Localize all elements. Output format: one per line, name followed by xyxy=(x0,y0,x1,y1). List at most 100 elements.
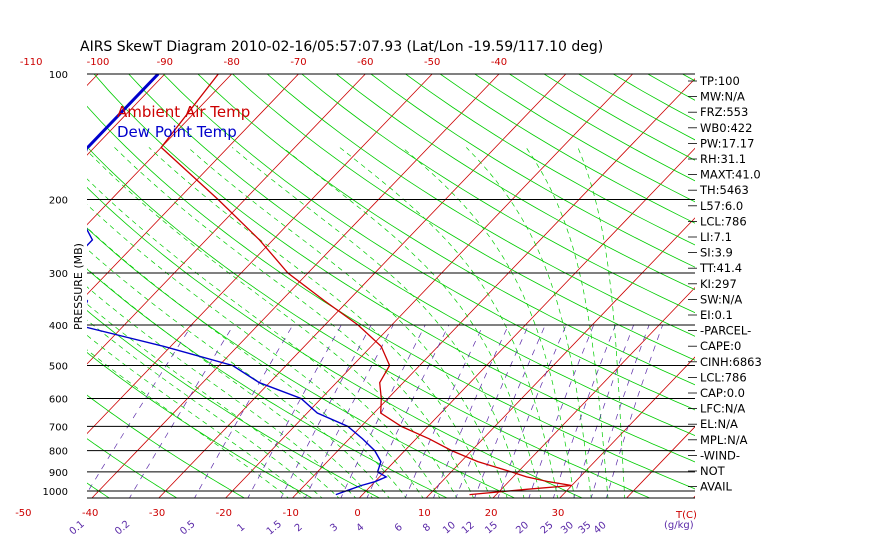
mixing-ratio-line xyxy=(366,324,450,498)
moist-adiabat-line xyxy=(466,147,592,498)
top-temp-tick-label: -50 xyxy=(424,57,440,68)
mixing-ratio-line xyxy=(497,324,567,498)
mixing-ratio-line xyxy=(455,324,529,498)
moist-adiabat-line xyxy=(577,147,626,498)
top-temp-tick-label: -60 xyxy=(357,57,373,68)
pressure-tick-label: 700 xyxy=(49,422,68,433)
top-temp-tick-label: -110 xyxy=(20,57,43,68)
temperature-axis-unit: T(C) xyxy=(675,510,697,521)
dry-adiabat-line xyxy=(87,227,516,498)
mixing-ratio-tick-label: 4 xyxy=(355,522,367,535)
mixing-ratio-line xyxy=(404,324,484,498)
isotherm-line xyxy=(358,147,695,498)
dry-adiabat-line xyxy=(266,74,695,337)
mixing-ratio-line xyxy=(340,324,426,498)
pressure-tick-label: 900 xyxy=(49,468,68,479)
ambient-air-temp-line xyxy=(160,74,572,496)
index-item: CAPE:0 xyxy=(700,339,741,353)
bottom-temp-tick-labels: -50 -40 -30 -20 -10 0 10 20 30 xyxy=(15,508,564,519)
index-item: NOT xyxy=(700,464,726,478)
mixing-ratio-tick-label: 30 xyxy=(559,520,576,537)
moist-adiabat-line xyxy=(148,147,491,498)
mixing-ratio-line xyxy=(247,324,342,498)
isotherm-line xyxy=(626,426,695,498)
isotherm-line xyxy=(91,74,500,498)
mixing-ratio-tick-label: 1 xyxy=(235,522,247,535)
moist-adiabat-line xyxy=(87,349,289,498)
dew-point-temp-line xyxy=(87,74,388,496)
pressure-tick-label: 600 xyxy=(49,394,68,405)
index-item: MAXT:41.0 xyxy=(700,168,761,182)
dry-adiabat-line xyxy=(336,74,695,291)
moist-adiabat-line xyxy=(282,147,542,498)
isotherm-line xyxy=(425,217,695,498)
dry-adiabat-line xyxy=(87,309,381,498)
top-temp-tick-label: -70 xyxy=(290,57,306,68)
isotherm-line xyxy=(158,74,567,498)
bottom-temp-tick-label: 10 xyxy=(418,508,431,519)
mixing-ratio-tick-label: 10 xyxy=(441,520,458,537)
dry-adiabat-line xyxy=(87,394,246,498)
mixing-ratio-tick-label: 8 xyxy=(421,522,433,535)
mixing-ratio-line xyxy=(304,324,394,498)
index-item: TT:41.4 xyxy=(699,261,742,275)
isobar-lines xyxy=(87,73,695,499)
dry-adiabat-line xyxy=(87,146,651,498)
isotherm-line xyxy=(87,74,433,435)
mixing-ratio-tick-label: 0.2 xyxy=(113,519,132,538)
moist-adiabat-line xyxy=(401,147,575,498)
index-item: PW:17.17 xyxy=(700,136,754,150)
mixing-ratio-line xyxy=(129,324,234,498)
dry-adiabat-line xyxy=(474,74,695,203)
moist-adiabat-line xyxy=(87,150,458,498)
moist-adiabat-line xyxy=(87,178,441,498)
dry-adiabat-line xyxy=(87,268,449,498)
mixing-ratio-axis-unit: (g/kg) xyxy=(664,520,694,531)
dry-adiabat-line xyxy=(197,74,695,386)
bottom-temp-tick-label: -50 xyxy=(15,508,31,519)
top-temp-tick-label: -80 xyxy=(224,57,240,68)
dry-adiabat-line xyxy=(87,186,584,498)
legend-dew-point-temp: Dew Point Temp xyxy=(117,123,237,141)
index-item: TH:5463 xyxy=(699,183,749,197)
index-item: EL:N/A xyxy=(700,417,738,431)
isotherm-line xyxy=(225,74,633,498)
mixing-ratio-line xyxy=(194,324,294,498)
bottom-temp-tick-label: -30 xyxy=(149,508,165,519)
index-item: LFC:N/A xyxy=(700,402,745,416)
dry-adiabat-line xyxy=(301,74,695,314)
bottom-temp-tick-label: -40 xyxy=(82,508,98,519)
pressure-tick-label: 200 xyxy=(49,196,68,207)
sounding-series xyxy=(87,74,572,496)
top-temp-tick-labels: -120-110-100-90-80-70-60-50-40 xyxy=(20,57,507,68)
index-item: CAP:0.0 xyxy=(700,386,745,400)
index-item: AVAIL xyxy=(700,480,733,494)
dry-adiabat-line xyxy=(370,74,695,268)
moist-adiabat-line xyxy=(87,203,424,498)
index-item: TP:100 xyxy=(699,74,740,88)
dry-adiabat-line xyxy=(163,74,695,411)
index-item: -PARCEL- xyxy=(700,324,751,338)
index-item: RH:31.1 xyxy=(700,152,746,166)
mixing-ratio-tick-label: 12 xyxy=(460,520,477,537)
index-item: -WIND- xyxy=(700,448,740,462)
mixing-ratio-tick-label: 1.5 xyxy=(265,519,284,538)
isotherm-line xyxy=(87,74,166,156)
index-item: CINH:6863 xyxy=(700,355,762,369)
index-item: LCL:786 xyxy=(700,370,747,384)
mixing-ratio-tick-label: 15 xyxy=(483,520,500,537)
pressure-tick-label: 300 xyxy=(49,269,68,280)
mixing-ratio-tick-label: 20 xyxy=(514,520,531,537)
mixing-ratio-tick-label: 25 xyxy=(539,520,556,537)
dry-adiabat-line xyxy=(87,105,695,490)
pressure-tick-label: 500 xyxy=(49,361,68,372)
bottom-temp-tick-label: 0 xyxy=(354,508,360,519)
dry-adiabat-line xyxy=(93,74,695,463)
index-item: KI:297 xyxy=(700,277,737,291)
mixing-ratio-lines xyxy=(87,324,663,498)
mixing-ratio-tick-label: 2 xyxy=(293,522,305,535)
pressure-tick-label: 400 xyxy=(49,321,68,332)
index-item: LI:7.1 xyxy=(700,230,732,244)
isotherm-line xyxy=(87,74,366,365)
